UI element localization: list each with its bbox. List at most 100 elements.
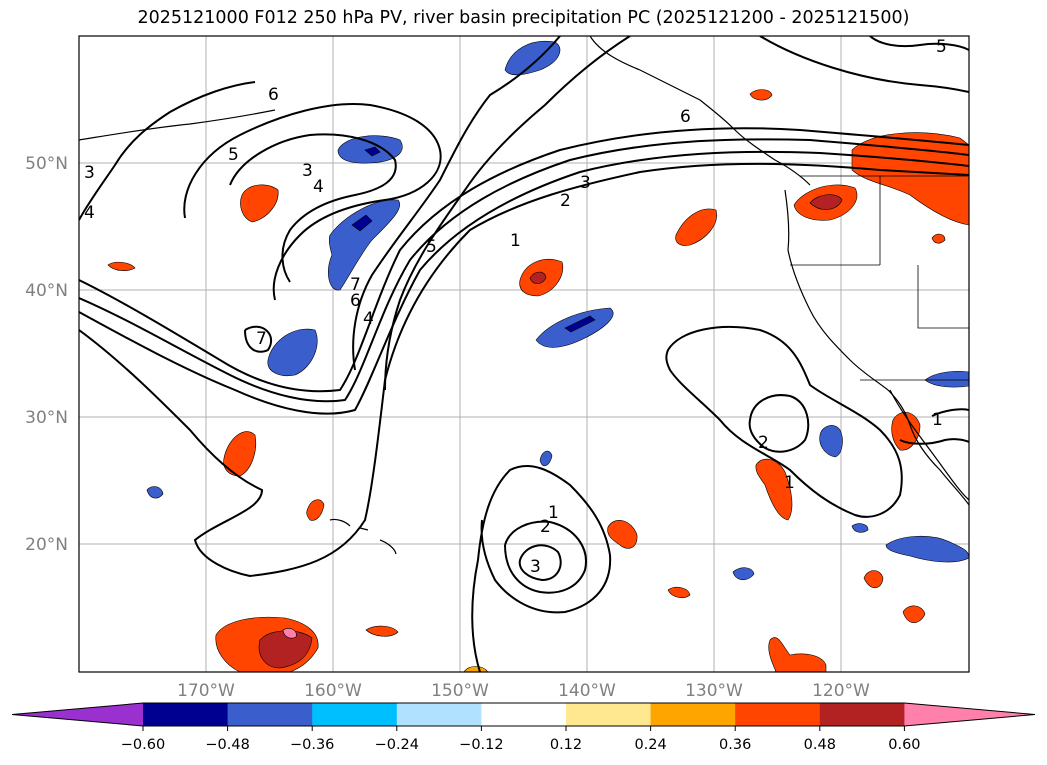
pv-contour — [384, 36, 631, 391]
precip-positive-core — [529, 271, 547, 284]
contour-label: 7 — [350, 275, 361, 295]
colorbar-tick-label: −0.12 — [459, 737, 503, 753]
pv-contour — [759, 36, 969, 93]
colorbar-tick-label: −0.36 — [290, 737, 334, 753]
pv-contour — [869, 36, 969, 51]
pv-contour — [183, 103, 442, 301]
contour-label: 6 — [350, 291, 361, 311]
pv-contour — [471, 465, 612, 672]
contour-label-group: 6 5 3 4 3 4 7 7 6 4 5 1 2 3 5 6 1 2 3 2 … — [84, 37, 947, 577]
precip-positive-area — [365, 625, 399, 637]
coastline-alaska — [589, 36, 811, 186]
contour-label: 1 — [548, 503, 559, 523]
contour-label: 5 — [936, 37, 947, 57]
colorbar-segment — [143, 703, 229, 726]
contour-label: 2 — [540, 517, 551, 537]
precip-positive-peak — [282, 628, 297, 639]
contour-label: 2 — [560, 191, 571, 211]
lon-label: 120°W — [812, 681, 870, 701]
colorbar: −0.60 −0.48 −0.36 −0.24 −0.12 0.12 0.24 0.36 0.4… — [11, 702, 1036, 753]
colorbar-segment — [650, 703, 736, 726]
precip-positive-area — [851, 132, 969, 226]
coastline-aleutians — [79, 109, 276, 141]
contour-label: 3 — [530, 557, 541, 577]
precip-negative-area — [732, 567, 755, 581]
lon-label: 130°W — [685, 681, 743, 701]
precip-positive-core — [809, 194, 843, 210]
pv-contour — [899, 408, 969, 445]
colorbar-tick-label: 0.24 — [634, 737, 666, 753]
map-frame — [78, 35, 970, 673]
colorbar-segment — [566, 703, 652, 726]
colorbar-extend-max — [904, 703, 1035, 726]
pv-contour — [79, 81, 256, 221]
contour-label: 6 — [680, 107, 691, 127]
precip-positive-area — [863, 570, 884, 589]
coastline-west-us — [784, 189, 969, 506]
colorbar-segment — [819, 703, 905, 726]
precip-negative-core — [364, 146, 381, 157]
contour-label: 1 — [932, 410, 943, 430]
colorbar-tick-label: 0.12 — [550, 737, 582, 753]
coastlines — [79, 36, 969, 555]
colorbar-segment — [396, 703, 482, 726]
longitude-axis: 170°W 160°W 150°W 140°W 130°W 120°W — [177, 681, 870, 701]
pv-contour — [79, 162, 969, 578]
colorbar-tick-label: −0.24 — [375, 737, 419, 753]
precip-positive-area — [107, 261, 136, 271]
colorbar-segment — [312, 703, 398, 726]
precip-positive-area — [306, 499, 325, 521]
precip-positive-area — [755, 458, 793, 521]
contour-label: 1 — [784, 473, 795, 493]
colorbar-extend-min — [12, 703, 143, 726]
gridlines — [79, 36, 969, 672]
lat-label: 40°N — [25, 281, 68, 301]
map-background — [79, 36, 969, 672]
lat-label: 50°N — [25, 154, 68, 174]
precip-negative-core — [564, 315, 596, 333]
lon-label: 140°W — [558, 681, 616, 701]
precip-positive-area — [768, 637, 827, 672]
precip-positive-area — [675, 208, 717, 246]
colorbar-tick-label: 0.36 — [719, 737, 751, 753]
pv-contour — [665, 325, 903, 518]
lon-label: 170°W — [177, 681, 235, 701]
precip-negative-area — [267, 328, 318, 377]
pv-contour — [504, 520, 587, 594]
pv-contour — [79, 138, 969, 403]
political-borders — [790, 175, 969, 381]
precip-positive-area — [931, 233, 946, 244]
colorbar-segment — [227, 703, 313, 726]
pv-contour — [352, 36, 561, 371]
lon-label: 160°W — [304, 681, 362, 701]
precip-negative-area — [146, 486, 164, 499]
precip-negative-area — [539, 450, 553, 467]
pv-contour — [244, 325, 273, 353]
precip-positive-area — [902, 605, 926, 624]
precip-positive-area — [667, 586, 691, 599]
contour-label: 4 — [84, 203, 95, 223]
colorbar-tick-label: 0.48 — [804, 737, 836, 753]
contour-label: 4 — [313, 177, 324, 197]
lat-label: 20°N — [25, 535, 68, 555]
contour-label: 1 — [510, 231, 521, 251]
pv-contour — [79, 150, 969, 415]
contour-label: 4 — [363, 309, 374, 329]
colorbar-tick-label: −0.48 — [205, 737, 249, 753]
pv-contour — [229, 133, 397, 283]
contour-label: 5 — [426, 237, 437, 257]
precip-negative-area — [924, 370, 969, 388]
contour-label: 2 — [758, 433, 769, 453]
contour-label: 3 — [84, 163, 95, 183]
precip-positive-area — [240, 184, 279, 223]
border-states — [790, 176, 969, 381]
contour-label: 5 — [228, 145, 239, 165]
precip-negative-area — [819, 425, 843, 458]
lat-label: 30°N — [25, 408, 68, 428]
colorbar-segment — [481, 703, 567, 726]
contour-label: 6 — [268, 85, 279, 105]
pv-contours — [79, 36, 969, 672]
colorbar-tick-label: 0.60 — [888, 737, 920, 753]
precip-negative-area — [851, 523, 869, 533]
precip-negative-core — [351, 214, 373, 232]
